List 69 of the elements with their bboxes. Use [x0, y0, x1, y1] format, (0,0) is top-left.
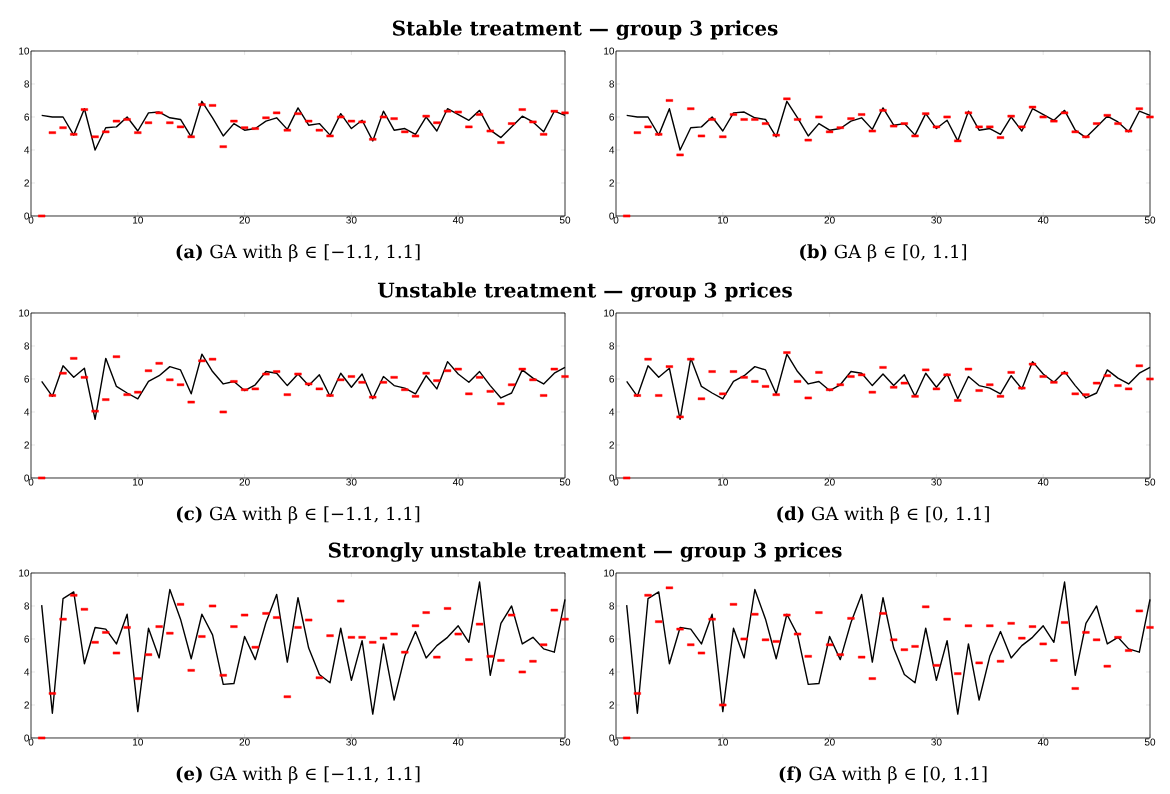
- x-tick-label: 10: [718, 478, 728, 486]
- x-tick-label: 30: [346, 216, 357, 224]
- x-tick-label: 40: [1037, 478, 1049, 486]
- y-tick-label: 6: [609, 635, 615, 643]
- chart-title: Unstable treatment — group 3 prices: [377, 282, 792, 302]
- y-tick-label: 2: [609, 701, 614, 709]
- y-tick-label: 10: [19, 569, 30, 577]
- x-tick-label: 50: [559, 478, 571, 486]
- x-tick-label: 50: [1144, 738, 1156, 746]
- y-tick-label: 6: [24, 375, 30, 383]
- x-tick-label: 40: [452, 478, 464, 486]
- x-tick-label: 40: [452, 738, 464, 746]
- y-tick-label: 10: [604, 47, 615, 55]
- x-tick-label: 30: [346, 478, 357, 486]
- y-tick-label: 6: [609, 113, 615, 121]
- y-tick-label: 4: [24, 408, 30, 416]
- text: (f) GA with β ∈ [0, 1.1]: [779, 766, 987, 784]
- x-tick-label: 10: [718, 738, 728, 746]
- x-tick-label: 10: [133, 738, 143, 746]
- x-tick-label: 50: [1144, 216, 1156, 224]
- x-tick-label: 20: [239, 478, 250, 486]
- y-tick-label: 4: [609, 146, 615, 154]
- y-tick-label: 10: [19, 47, 30, 55]
- x-tick-label: 40: [452, 216, 464, 224]
- y-tick-label: 4: [24, 668, 30, 676]
- x-tick-label: 20: [239, 738, 250, 746]
- x-tick-label: 10: [718, 216, 728, 224]
- y-tick-label: 8: [24, 602, 30, 610]
- y-tick-label: 4: [24, 146, 30, 154]
- x-tick-label: 30: [931, 738, 942, 746]
- text: (c) GA with β ∈ [−1.1, 1.1]: [176, 506, 420, 524]
- x-tick-label: 20: [824, 738, 835, 746]
- x-tick-label: 10: [133, 216, 143, 224]
- x-tick-label: 50: [559, 216, 571, 224]
- y-tick-label: 2: [24, 701, 29, 709]
- y-tick-label: 2: [24, 179, 29, 187]
- x-tick-label: 40: [1037, 738, 1049, 746]
- y-tick-label: 2: [609, 179, 614, 187]
- y-tick-label: 2: [24, 441, 29, 449]
- y-tick-label: 8: [24, 80, 30, 88]
- y-tick-label: 10: [604, 309, 615, 317]
- y-tick-label: 8: [609, 342, 615, 350]
- text: (a) GA with β ∈ [−1.1, 1.1]: [176, 244, 420, 262]
- y-tick-label: 2: [609, 441, 614, 449]
- y-tick-label: 10: [19, 309, 30, 317]
- x-tick-label: 50: [1144, 478, 1156, 486]
- x-tick-label: 30: [346, 738, 357, 746]
- x-tick-label: 20: [824, 216, 835, 224]
- x-tick-label: 40: [1037, 216, 1049, 224]
- x-tick-label: 50: [559, 738, 571, 746]
- y-tick-label: 8: [24, 342, 30, 350]
- y-tick-label: 4: [609, 408, 615, 416]
- y-tick-label: 8: [609, 80, 615, 88]
- text: (d) GA with β ∈ [0, 1.1]: [777, 506, 989, 524]
- chart-title: Strongly unstable treatment — group 3 prices: [328, 542, 842, 562]
- x-tick-label: 10: [133, 478, 143, 486]
- y-tick-label: 6: [24, 635, 30, 643]
- y-tick-label: 8: [609, 602, 615, 610]
- x-tick-label: 20: [239, 216, 250, 224]
- text: (b) GA β ∈ [0, 1.1]: [800, 244, 967, 262]
- y-tick-label: 10: [604, 569, 615, 577]
- chart-title: Stable treatment — group 3 prices: [392, 20, 778, 40]
- text: (e) GA with β ∈ [−1.1, 1.1]: [176, 766, 420, 784]
- x-tick-label: 20: [824, 478, 835, 486]
- y-tick-label: 6: [609, 375, 615, 383]
- y-tick-label: 6: [24, 113, 30, 121]
- x-tick-label: 30: [931, 478, 942, 486]
- y-tick-label: 4: [609, 668, 615, 676]
- x-tick-label: 30: [931, 216, 942, 224]
